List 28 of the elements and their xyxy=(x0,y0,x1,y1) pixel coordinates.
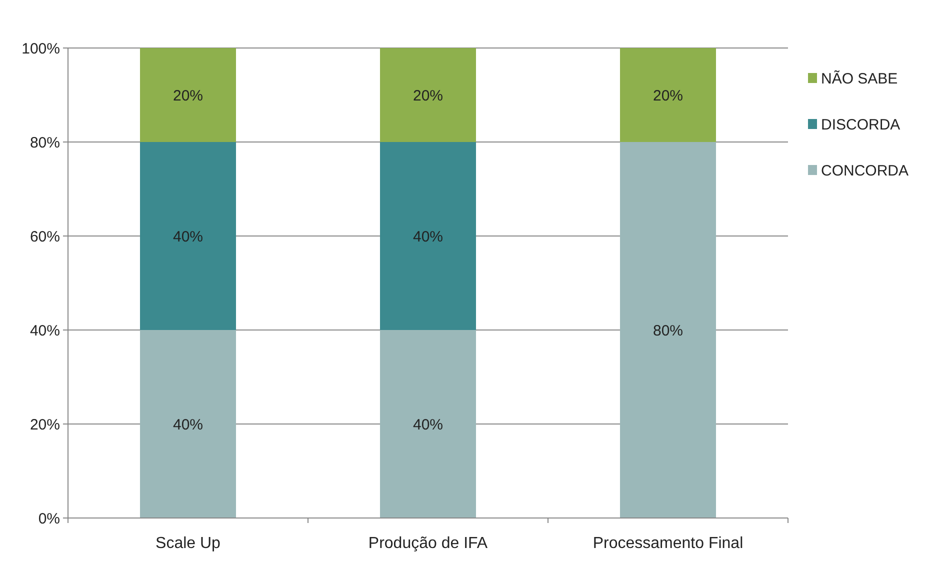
data-label: 40% xyxy=(172,416,204,434)
y-tick-label: 40% xyxy=(30,322,60,340)
bar xyxy=(620,48,716,142)
bar xyxy=(140,48,236,142)
legend-label: DISCORDA xyxy=(821,116,900,134)
y-tick-label: 100% xyxy=(22,40,60,58)
x-tick-label: Scale Up xyxy=(156,535,221,552)
bar xyxy=(140,330,236,518)
data-label: 20% xyxy=(172,87,204,104)
data-label: 20% xyxy=(412,87,444,104)
x-tick-label: Processamento Final xyxy=(592,535,744,552)
data-label: 20% xyxy=(652,87,684,104)
legend-label: CONCORDA xyxy=(821,162,909,180)
data-label: 40% xyxy=(412,228,444,246)
y-tick-label: 0% xyxy=(38,510,60,528)
data-label: 80% xyxy=(652,322,684,340)
legend-label: NÃO SABE xyxy=(821,69,898,88)
y-tick-label: 60% xyxy=(30,228,60,246)
bar xyxy=(380,48,476,142)
bar xyxy=(620,142,716,518)
y-tick-label: 20% xyxy=(30,416,60,434)
y-tick-label: 80% xyxy=(30,134,60,152)
bar xyxy=(140,142,236,330)
data-label: 40% xyxy=(172,228,204,246)
x-tick-label: Produção de IFA xyxy=(368,535,488,552)
data-label: 40% xyxy=(412,416,444,434)
bar xyxy=(380,330,476,518)
bar xyxy=(380,142,476,330)
